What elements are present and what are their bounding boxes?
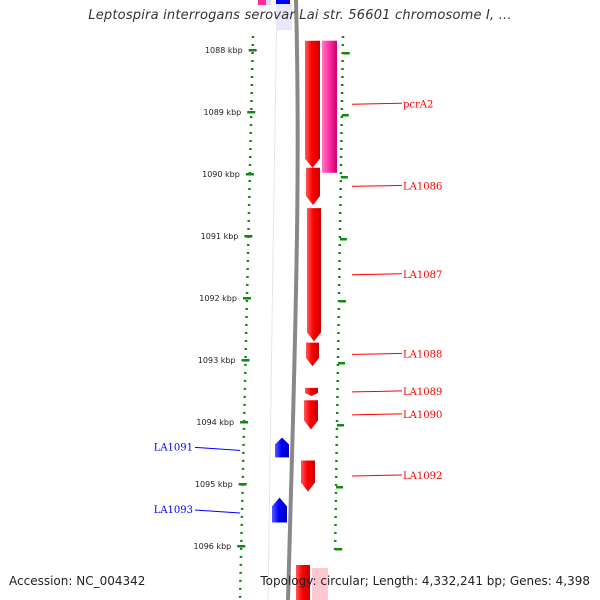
topology-summary: Topology: circular; Length: 4,332,241 bp… [260,574,590,588]
ruler-tick-label: 1094 kbp [196,418,234,427]
gene-label-pcra2: pcrA2 [403,99,433,110]
gene-leader-line [194,509,241,514]
gene-label-la1086: LA1086 [403,181,442,192]
gene-arrow-la1092 [301,460,315,492]
gene-leader-line [351,273,403,276]
gene-label-la1093: LA1093 [154,505,193,516]
ruler-tick [247,111,256,114]
gene-leader-line [351,352,403,355]
ruler-tick [238,483,247,486]
partial-feature [276,4,292,30]
ruler-tick-label: 1092 kbp [199,294,237,303]
partial-feature [276,0,290,4]
map-title: Leptospira interrogans serovar Lai str. … [88,8,512,23]
right-ruler-tick [336,486,344,489]
ruler-tick [245,173,254,176]
ruler-tick-label: 1088 kbp [205,46,243,55]
ruler-tick [240,421,249,424]
right-ruler-tick [341,114,349,117]
right-ruler-dotted-line [333,35,345,556]
gene-leader-line [351,390,403,393]
ruler-tick [248,49,257,52]
overlapping-feature [322,40,337,173]
gene-label-la1087: LA1087 [403,270,442,281]
accession-label: Accession: NC_004342 [9,574,146,588]
right-ruler-tick [337,362,345,365]
gene-arrow-pcra2 [305,40,320,168]
right-ruler-tick [340,176,348,179]
right-ruler-tick [339,238,347,241]
gene-arrow-la1089 [305,387,318,396]
ruler-tick-label: 1090 kbp [202,170,240,179]
gene-label-la1092: LA1092 [403,471,442,482]
gene-arrow-la1087 [307,208,321,342]
gene-label-la1089: LA1089 [403,387,442,398]
ruler-tick [242,297,251,300]
right-ruler-tick [337,424,345,427]
partial-feature [258,0,266,5]
gene-label-la1088: LA1088 [403,349,442,360]
ruler-tick-label: 1093 kbp [198,356,236,365]
partial-feature [266,0,271,5]
ruler-tick-label: 1096 kbp [194,542,232,551]
gene-arrow-la1090 [304,400,318,430]
ruler-tick-label: 1091 kbp [201,232,239,241]
gene-leader-line [351,102,403,105]
ruler-tick-label: 1095 kbp [195,480,233,489]
partial-feature [296,565,310,600]
ruler-dotted-line [238,35,255,600]
ruler-tick [241,359,250,362]
gene-leader-line [351,184,403,187]
ruler-tick [237,545,246,548]
right-ruler-tick [342,52,350,55]
gene-leader-line [351,413,403,416]
gene-label-la1090: LA1090 [403,410,442,421]
ruler-tick [244,235,253,238]
gene-arrow-la1088 [306,342,319,367]
gene-arrow-la1086 [306,167,320,205]
right-ruler-tick [335,548,343,551]
partial-feature [312,568,328,600]
right-ruler-tick [338,300,346,303]
gene-leader-line [351,474,403,477]
gene-arrow-la1091 [275,437,289,458]
gene-arrow-la1093 [272,497,287,523]
ruler-tick-label: 1089 kbp [204,108,242,117]
column-boundary [267,0,278,600]
gene-label-la1091: LA1091 [154,442,193,453]
chromosome-backbone [286,0,300,600]
gene-leader-line [194,446,241,451]
